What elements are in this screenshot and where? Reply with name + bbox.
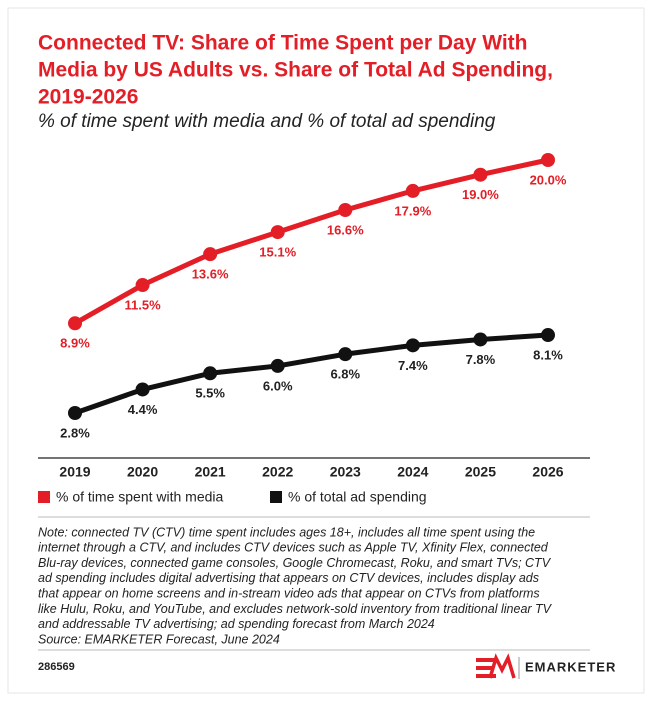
value-label: 15.1% (259, 245, 296, 260)
note: like Hulu, Roku, and YouTube, and exclud… (38, 602, 553, 616)
x-tick-label: 2023 (330, 464, 361, 480)
note: internet through a CTV, and includes CTV… (38, 541, 549, 555)
x-tick-label: 2021 (195, 464, 226, 480)
logo (476, 653, 520, 679)
legend-label: % of total ad spending (288, 489, 427, 505)
point (270, 225, 285, 240)
value-label: 20.0% (530, 172, 567, 187)
value-label: 6.8% (330, 367, 360, 382)
x-tick-label: 2022 (262, 464, 293, 480)
point (473, 167, 488, 182)
brand: EMARKETER (525, 659, 616, 674)
value-label: 17.9% (394, 203, 431, 218)
legend-swatch (38, 491, 50, 503)
note: that appear on home screens and in-strea… (38, 586, 540, 600)
point (135, 382, 150, 397)
chart-title: 2019-2026 (38, 86, 138, 109)
value-label: 11.5% (124, 297, 161, 312)
x-tick-label: 2024 (397, 464, 428, 480)
point (405, 338, 420, 353)
chart-id: 286569 (38, 661, 75, 673)
x-tick-label: 2025 (465, 464, 496, 480)
value-label: 6.0% (263, 378, 293, 393)
point (338, 203, 353, 218)
point (541, 153, 555, 167)
value-label: 5.5% (195, 386, 225, 401)
note: and addressable TV advertising; ad spend… (38, 617, 435, 631)
value-label: 7.8% (466, 352, 496, 367)
x-tick-label: 2026 (532, 464, 563, 480)
point (541, 328, 555, 343)
value-label: 16.6% (327, 222, 364, 237)
value-label: 8.9% (60, 336, 90, 351)
chart-subtitle: % of time spent with media and % of tota… (38, 111, 496, 132)
legend-swatch (270, 491, 282, 503)
value-label: 13.6% (192, 267, 229, 282)
x-tick-label: 2019 (59, 464, 90, 480)
point (473, 332, 488, 347)
value-label: 4.4% (128, 402, 158, 417)
note: Note: connected TV (CTV) time spent incl… (38, 525, 535, 539)
note: ad spending includes digital advertising… (38, 571, 539, 585)
point (135, 278, 150, 293)
legend-label: % of time spent with media (56, 489, 224, 505)
x-tick-label: 2020 (127, 464, 158, 480)
line (73, 157, 549, 326)
source: Source: EMARKETER Forecast, June 2024 (38, 632, 280, 646)
value-label: 2.8% (60, 425, 90, 440)
point (68, 316, 82, 331)
note: Blu-ray devices, connected game consoles… (38, 556, 552, 570)
point (405, 183, 420, 198)
chart-title: Media by US Adults vs. Share of Total Ad… (38, 59, 553, 82)
point (203, 366, 218, 381)
point (270, 358, 285, 373)
point (68, 406, 82, 420)
value-label: 8.1% (533, 347, 563, 362)
value-label: 19.0% (462, 187, 499, 202)
frame (7, 7, 645, 694)
point (203, 247, 218, 262)
line (74, 332, 549, 416)
value-label: 7.4% (398, 358, 428, 373)
point (338, 347, 353, 362)
chart-title: Connected TV: Share of Time Spent per Da… (38, 32, 528, 55)
